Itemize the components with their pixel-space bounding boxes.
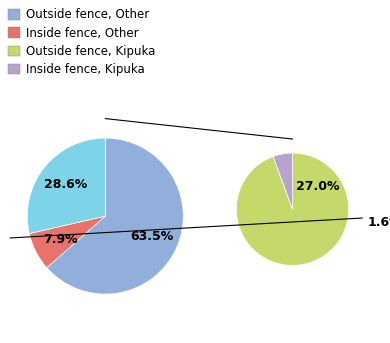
Text: 63.5%: 63.5%	[130, 230, 173, 244]
Legend: Outside fence, Other, Inside fence, Other, Outside fence, Kipuka, Inside fence, : Outside fence, Other, Inside fence, Othe…	[6, 6, 158, 79]
Wedge shape	[29, 216, 105, 268]
Wedge shape	[47, 138, 183, 294]
Text: 7.9%: 7.9%	[43, 233, 78, 246]
Text: 27.0%: 27.0%	[296, 180, 340, 193]
Wedge shape	[273, 153, 292, 209]
Text: 1.6%: 1.6%	[367, 216, 390, 229]
Wedge shape	[27, 138, 105, 234]
Wedge shape	[236, 153, 349, 265]
Text: 28.6%: 28.6%	[44, 178, 87, 191]
